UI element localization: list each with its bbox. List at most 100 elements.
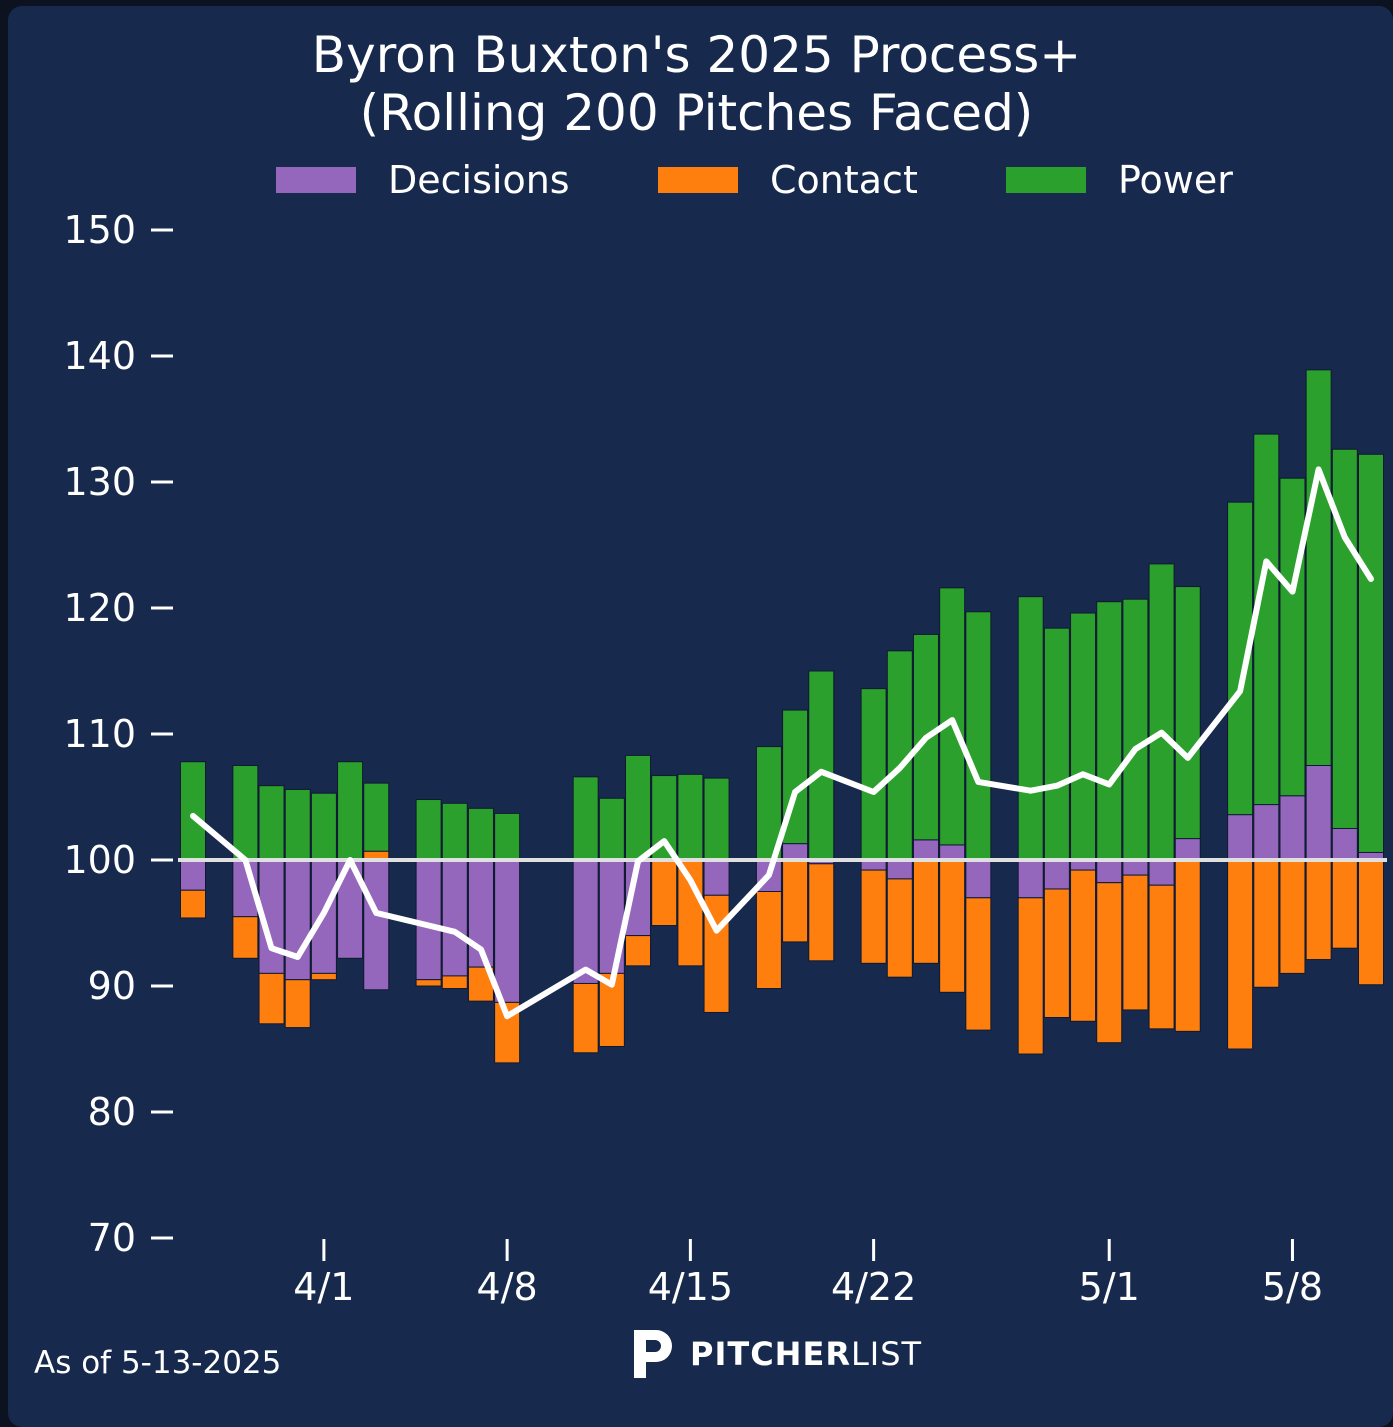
bar-power <box>1253 433 1280 806</box>
bar-power <box>310 792 337 861</box>
bar-contact <box>1331 859 1358 949</box>
bar-decisions <box>1122 859 1149 876</box>
y-tick-label: 110 <box>63 712 136 756</box>
bar-power <box>1148 563 1175 861</box>
legend-swatch-decisions <box>276 167 356 193</box>
bar-contact <box>1017 897 1044 1055</box>
y-tick-label: 70 <box>88 1216 136 1260</box>
x-tick-label: 4/22 <box>831 1265 916 1309</box>
chart-title-line-1: Byron Buxton's 2025 Process+ <box>311 26 1082 84</box>
bar-contact <box>625 935 652 967</box>
bars <box>180 369 1384 1064</box>
bar-power <box>1017 596 1044 861</box>
bar-power <box>232 765 259 861</box>
legend-item-contact: Contact <box>658 158 918 202</box>
bar-decisions <box>1331 828 1358 861</box>
legend-label-decisions: Decisions <box>388 158 570 202</box>
bar-decisions <box>939 844 966 861</box>
bar-decisions <box>1017 859 1044 899</box>
bar-power <box>1043 627 1070 861</box>
bar-power <box>860 688 887 861</box>
x-axis: 4/1 4/8 4/15 4/22 5/1 5/8 <box>293 1239 1323 1309</box>
bar-power <box>703 777 730 861</box>
pitcherlist-wordmark: PITCHERLIST <box>690 1335 922 1373</box>
y-tick-label: 120 <box>63 586 136 630</box>
bar-contact <box>1070 869 1097 1022</box>
bar-power <box>965 611 992 861</box>
bar-decisions <box>1043 859 1070 890</box>
bar-power <box>1358 453 1384 853</box>
bar-decisions <box>1253 804 1280 861</box>
y-tick-label: 140 <box>63 334 136 378</box>
bar-contact <box>808 863 835 962</box>
x-tick-label: 4/1 <box>293 1265 354 1309</box>
pitcherlist-logo: PITCHERLIST <box>630 1326 922 1382</box>
bar-contact <box>860 869 887 964</box>
process-plus-line <box>190 466 1374 1020</box>
bar-power <box>441 802 468 861</box>
bar-contact <box>1174 859 1201 1032</box>
bar-decisions <box>1227 814 1254 861</box>
x-tick-label: 4/8 <box>477 1265 538 1309</box>
bar-decisions <box>1174 838 1201 861</box>
pitcherlist-p-icon <box>634 1330 672 1378</box>
bar-power <box>1070 612 1097 861</box>
bar-contact <box>284 979 311 1029</box>
bar-power <box>494 812 521 861</box>
y-axis: 70 80 90 100 110 120 130 140 150 <box>63 208 173 1260</box>
bar-power <box>1305 369 1332 766</box>
bar-contact <box>180 889 206 919</box>
bar-contact <box>1253 859 1280 988</box>
bar-power <box>1122 598 1149 861</box>
bar-contact <box>677 859 704 967</box>
bar-contact <box>1358 859 1384 986</box>
bar-power <box>598 797 625 861</box>
bar-decisions <box>1305 765 1332 861</box>
bar-contact <box>1305 859 1332 961</box>
x-tick-label: 5/1 <box>1079 1265 1140 1309</box>
bar-contact <box>912 859 939 964</box>
y-tick-label: 90 <box>88 964 136 1008</box>
bar-decisions <box>1148 859 1175 886</box>
bar-contact <box>782 859 809 943</box>
bar-contact <box>651 859 678 927</box>
bar-contact <box>965 897 992 1031</box>
bar-power <box>1279 477 1306 797</box>
bar-contact <box>310 972 337 981</box>
bar-decisions <box>1096 859 1123 884</box>
logo-word-light: LIST <box>850 1335 923 1373</box>
legend-label-contact: Contact <box>770 158 918 202</box>
bar-decisions <box>886 859 913 880</box>
bar-decisions <box>363 859 390 991</box>
y-tick-label: 100 <box>63 838 136 882</box>
bar-decisions <box>441 859 468 977</box>
bar-contact <box>232 916 259 959</box>
bar-decisions <box>703 859 730 896</box>
bar-power <box>284 788 311 861</box>
bar-contact <box>1096 882 1123 1044</box>
bar-decisions <box>494 859 521 1003</box>
bar-contact <box>1227 859 1254 1050</box>
bar-power <box>572 776 599 861</box>
bar-contact <box>441 975 468 990</box>
y-tick-label: 150 <box>63 208 136 252</box>
bar-contact <box>1279 859 1306 974</box>
bar-power <box>1096 601 1123 861</box>
bar-power <box>337 761 364 861</box>
bar-contact <box>939 859 966 993</box>
bar-power <box>1174 586 1201 840</box>
bar-power <box>939 587 966 846</box>
bar-decisions <box>572 859 599 984</box>
bar-decisions <box>912 839 939 861</box>
legend-item-power: Power <box>1006 158 1233 202</box>
bar-decisions <box>782 843 809 861</box>
y-tick-label: 80 <box>88 1090 136 1134</box>
bar-power <box>625 754 652 861</box>
bar-power <box>1331 448 1358 829</box>
bar-contact <box>258 972 285 1025</box>
legend-swatch-contact <box>658 167 738 193</box>
legend-item-decisions: Decisions <box>276 158 570 202</box>
bar-decisions <box>180 859 206 891</box>
bar-contact <box>415 979 442 987</box>
